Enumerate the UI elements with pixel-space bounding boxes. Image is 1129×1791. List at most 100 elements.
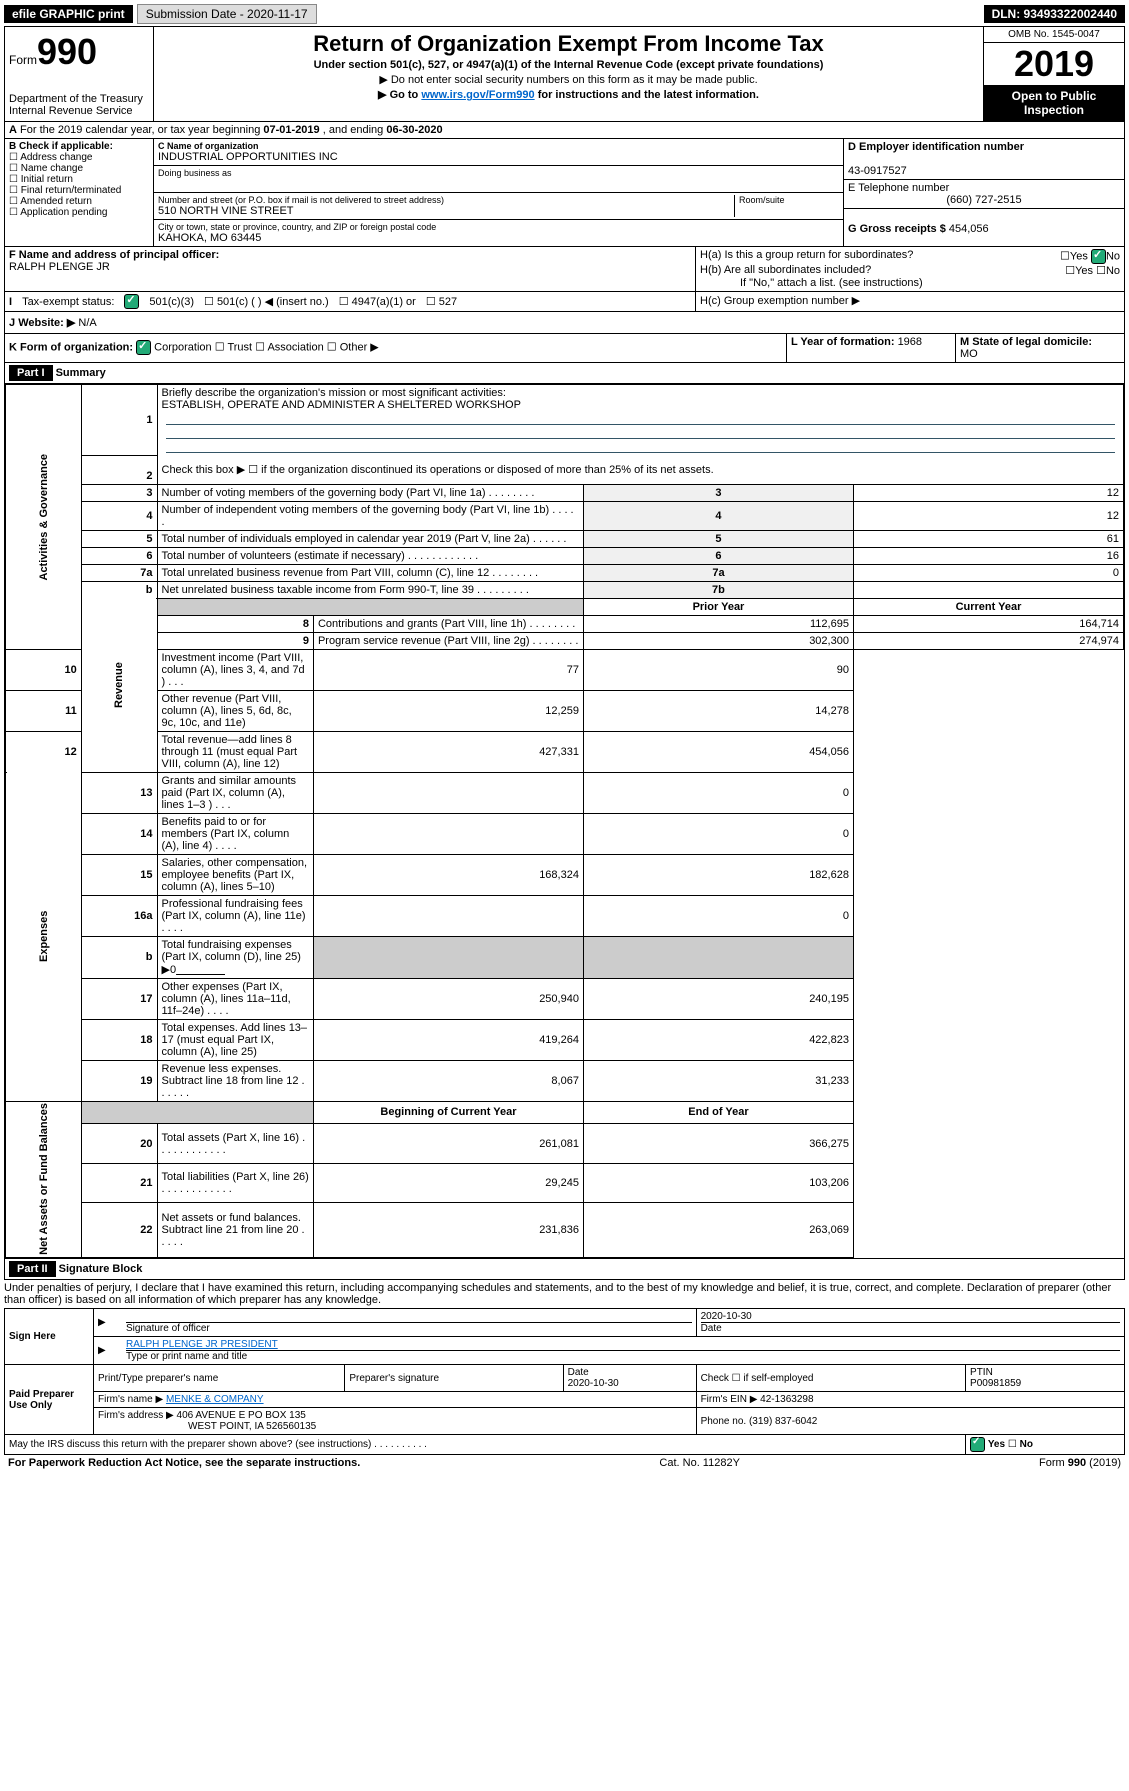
firm-name[interactable]: MENKE & COMPANY bbox=[166, 1394, 264, 1405]
line-14-prior bbox=[313, 813, 583, 854]
opt-application-pending[interactable]: ☐ Application pending bbox=[9, 207, 149, 218]
sig-officer-label: Signature of officer bbox=[126, 1322, 692, 1334]
discuss-yes-checkbox[interactable] bbox=[970, 1437, 985, 1452]
section-b: B Check if applicable: ☐ Address change … bbox=[5, 139, 154, 246]
subtitle-1: Under section 501(c), 527, or 4947(a)(1)… bbox=[158, 59, 979, 71]
corporation-checkbox[interactable] bbox=[136, 340, 151, 355]
h-c: H(c) Group exemption number ▶ bbox=[696, 292, 1124, 311]
self-employed-check[interactable]: Check ☐ if self-employed bbox=[696, 1365, 965, 1392]
line-15-prior: 168,324 bbox=[313, 854, 583, 895]
part-1-header: Part I bbox=[9, 365, 53, 381]
ptin-value: P00981859 bbox=[970, 1378, 1021, 1389]
prep-date-label: Date bbox=[568, 1367, 589, 1378]
top-bar: efile GRAPHIC print Submission Date - 20… bbox=[4, 4, 1125, 24]
line-3-val: 12 bbox=[853, 484, 1123, 501]
h-b-label: H(b) Are all subordinates included? bbox=[700, 264, 871, 277]
h-a-no-checkbox[interactable] bbox=[1091, 249, 1106, 264]
section-f: F Name and address of principal officer:… bbox=[5, 247, 696, 291]
sig-date: 2020-10-30 bbox=[701, 1311, 752, 1322]
current-year-header: Current Year bbox=[853, 598, 1123, 615]
begin-year-header: Beginning of Current Year bbox=[313, 1101, 583, 1124]
part-1-title: Summary bbox=[56, 367, 106, 379]
row-l-year: L Year of formation: 1968 bbox=[787, 334, 956, 362]
line-6-val: 16 bbox=[853, 547, 1123, 564]
firm-city: WEST POINT, IA 526560135 bbox=[98, 1421, 316, 1432]
h-a-label: H(a) Is this a group return for subordin… bbox=[700, 249, 913, 264]
form-label: Form bbox=[9, 53, 37, 67]
submission-date[interactable]: Submission Date - 2020-11-17 bbox=[137, 4, 317, 24]
phone-label: E Telephone number bbox=[848, 182, 949, 194]
line-14-desc: Benefits paid to or for members (Part IX… bbox=[157, 813, 313, 854]
line-9-curr: 274,974 bbox=[853, 632, 1123, 649]
firm-phone-label: Phone no. bbox=[701, 1416, 749, 1427]
line-4-val: 12 bbox=[853, 501, 1123, 530]
line-8-prior: 112,695 bbox=[583, 615, 853, 632]
ein-value: 43-0917527 bbox=[848, 165, 907, 177]
section-d: D Employer identification number 43-0917… bbox=[843, 139, 1124, 246]
city-label: City or town, state or province, country… bbox=[158, 222, 839, 232]
line-19-desc: Revenue less expenses. Subtract line 18 … bbox=[157, 1060, 313, 1101]
efile-btn[interactable]: efile GRAPHIC print bbox=[4, 5, 133, 23]
room-label: Room/suite bbox=[739, 195, 839, 205]
line-11-curr: 14,278 bbox=[583, 690, 853, 731]
line-20-curr: 366,275 bbox=[583, 1124, 853, 1163]
opt-initial-return[interactable]: ☐ Initial return bbox=[9, 174, 149, 185]
street-address: 510 NORTH VINE STREET bbox=[158, 205, 734, 217]
footer-left: For Paperwork Reduction Act Notice, see … bbox=[8, 1457, 360, 1469]
subtitle-3: ▶ Go to www.irs.gov/Form990 for instruct… bbox=[158, 88, 979, 101]
501c3-checkbox[interactable] bbox=[124, 294, 139, 309]
q1-answer: ESTABLISH, OPERATE AND ADMINISTER A SHEL… bbox=[162, 399, 521, 411]
tax-year: 2019 bbox=[984, 43, 1124, 85]
phone-value: (660) 727-2515 bbox=[848, 194, 1120, 206]
opt-name-change[interactable]: ☐ Name change bbox=[9, 163, 149, 174]
line-10-prior: 77 bbox=[313, 649, 583, 690]
gross-label: G Gross receipts $ bbox=[848, 223, 949, 235]
line-10-desc: Investment income (Part VIII, column (A)… bbox=[157, 649, 313, 690]
check-applicable-label: B Check if applicable: bbox=[9, 141, 113, 152]
firm-name-label: Firm's name ▶ bbox=[98, 1394, 166, 1405]
opt-amended-return[interactable]: ☐ Amended return bbox=[9, 196, 149, 207]
ptin-label: PTIN bbox=[970, 1367, 993, 1378]
section-c: C Name of organization INDUSTRIAL OPPORT… bbox=[154, 139, 843, 246]
open-to-public: Open to Public Inspection bbox=[984, 85, 1124, 121]
irs-link[interactable]: www.irs.gov/Form990 bbox=[421, 89, 534, 101]
summary-table: Activities & Governance 1 Briefly descri… bbox=[5, 384, 1124, 1258]
prep-sig-label: Preparer's signature bbox=[345, 1365, 563, 1392]
line-8-curr: 164,714 bbox=[853, 615, 1123, 632]
line-11-desc: Other revenue (Part VIII, column (A), li… bbox=[157, 690, 313, 731]
line-7b-val bbox=[853, 581, 1123, 598]
line-13-curr: 0 bbox=[583, 772, 853, 813]
line-7b-desc: Net unrelated business taxable income fr… bbox=[157, 581, 583, 598]
line-12-prior: 427,331 bbox=[313, 731, 583, 772]
line-9-desc: Program service revenue (Part VIII, line… bbox=[313, 632, 583, 649]
line-15-curr: 182,628 bbox=[583, 854, 853, 895]
line-21-prior: 29,245 bbox=[313, 1163, 583, 1202]
line-6-desc: Total number of volunteers (estimate if … bbox=[157, 547, 583, 564]
ein-label: D Employer identification number bbox=[848, 141, 1024, 153]
firm-ein-label: Firm's EIN ▶ bbox=[701, 1394, 761, 1405]
org-name-label: C Name of organization bbox=[158, 141, 839, 151]
line-21-desc: Total liabilities (Part X, line 26) . . … bbox=[157, 1163, 313, 1202]
line-16a-prior bbox=[313, 895, 583, 936]
dept-treasury: Department of the Treasury Internal Reve… bbox=[9, 93, 149, 117]
perjury-statement: Under penalties of perjury, I declare th… bbox=[4, 1280, 1125, 1308]
form-header: Form990 Department of the Treasury Inter… bbox=[4, 26, 1125, 122]
h-b-note: If "No," attach a list. (see instruction… bbox=[700, 277, 1120, 289]
opt-final-return[interactable]: ☐ Final return/terminated bbox=[9, 185, 149, 196]
line-12-curr: 454,056 bbox=[583, 731, 853, 772]
line-19-prior: 8,067 bbox=[313, 1060, 583, 1101]
line-17-desc: Other expenses (Part IX, column (A), lin… bbox=[157, 978, 313, 1019]
prep-date: 2020-10-30 bbox=[568, 1378, 619, 1389]
form-title: Return of Organization Exempt From Incom… bbox=[158, 31, 979, 57]
line-15-desc: Salaries, other compensation, employee b… bbox=[157, 854, 313, 895]
paid-preparer-label: Paid Preparer Use Only bbox=[5, 1365, 94, 1435]
opt-address-change[interactable]: ☐ Address change bbox=[9, 152, 149, 163]
line-19-curr: 31,233 bbox=[583, 1060, 853, 1101]
addr-label: Number and street (or P.O. box if mail i… bbox=[158, 195, 734, 205]
page-footer: For Paperwork Reduction Act Notice, see … bbox=[4, 1455, 1125, 1471]
officer-printed-name[interactable]: RALPH PLENGE JR PRESIDENT bbox=[126, 1339, 278, 1350]
line-22-prior: 231,836 bbox=[313, 1202, 583, 1257]
line-11-prior: 12,259 bbox=[313, 690, 583, 731]
officer-label: F Name and address of principal officer: bbox=[9, 249, 219, 261]
sign-here-label: Sign Here bbox=[5, 1309, 94, 1365]
